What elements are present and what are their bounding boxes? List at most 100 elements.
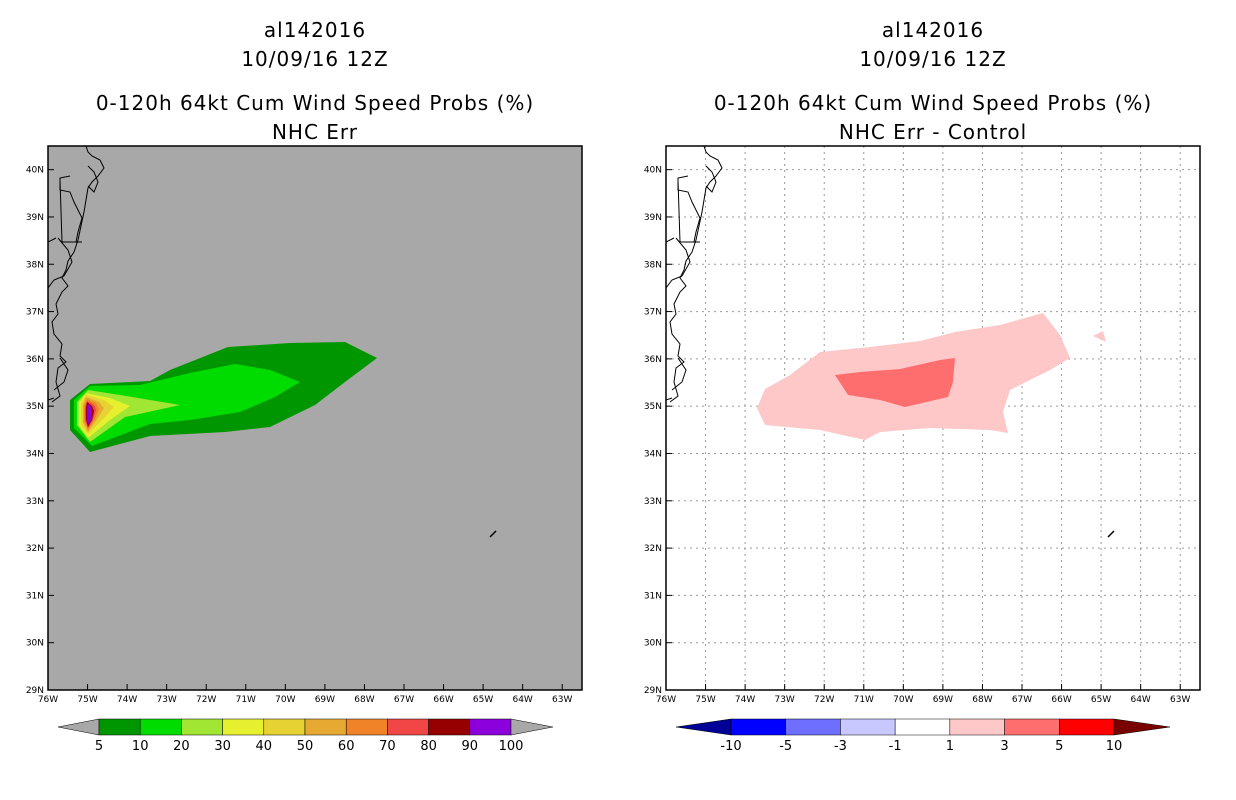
colorbar-label: -3: [834, 739, 847, 754]
colorbar-swatch: [263, 718, 306, 736]
panel-subtitle: NHC Err: [271, 120, 359, 144]
lon-tick-label: 65W: [1091, 695, 1111, 705]
colorbar-swatch: [181, 718, 223, 736]
coastline-segment: [666, 397, 673, 401]
coastline-segment: [48, 397, 55, 401]
lat-tick-label: 33N: [26, 497, 44, 507]
left-map-frame: [47, 145, 583, 691]
colorbar-swatch: [139, 718, 182, 736]
lon-tick-label: 67W: [1012, 695, 1032, 705]
colorbar-label: 20: [173, 739, 190, 754]
storm-id-label: al142016: [263, 18, 367, 42]
lat-tick-label: 40N: [26, 166, 44, 176]
coastline-segment: [87, 165, 99, 193]
coastline: [48, 146, 497, 538]
lat-tick-label: 31N: [644, 591, 662, 601]
colorbar-high-arrow: [510, 718, 554, 736]
colorbar-swatch: [345, 718, 388, 736]
lon-tick-label: 73W: [156, 695, 176, 705]
lat-tick-label: 34N: [26, 449, 44, 459]
lon-tick-label: 72W: [196, 695, 216, 705]
colorbar-label: 5: [1055, 739, 1063, 754]
lon-tick-label: 76W: [656, 695, 676, 705]
lat-tick-label: 38N: [644, 260, 662, 270]
colorbar-swatch: [387, 718, 429, 736]
lon-tick-label: 70W: [275, 695, 295, 705]
contour-10-20: [74, 364, 300, 446]
lon-tick-label: 64W: [1130, 695, 1150, 705]
lon-tick-label: 66W: [1051, 695, 1071, 705]
lat-tick-label: 35N: [26, 402, 44, 412]
colorbar-low-arrow: [675, 718, 732, 736]
coastline-segment: [669, 146, 723, 403]
colorbar-swatch: [98, 718, 141, 736]
product-title: 0-120h 64kt Cum Wind Speed Probs (%): [95, 91, 535, 115]
lat-tick-label: 36N: [26, 355, 44, 365]
bermuda-island: [1107, 530, 1115, 538]
colorbar-label: 80: [420, 739, 437, 754]
colorbar-label: 10: [1106, 739, 1123, 754]
lon-tick-label: 74W: [735, 695, 755, 705]
lon-tick-label: 76W: [38, 695, 58, 705]
colorbar-label: 40: [256, 739, 273, 754]
colorbar-label: 50: [297, 739, 314, 754]
right-colorbar: -10 -5 -3 -1 1 3 5 10: [675, 718, 1171, 754]
colorbar-swatch: [1004, 718, 1060, 736]
colorbar-label: 5: [95, 739, 103, 754]
lat-tick-label: 38N: [26, 260, 44, 270]
lon-tick-label: 67W: [394, 695, 414, 705]
lat-tick-label: 33N: [644, 497, 662, 507]
contour-90-100: [87, 404, 92, 425]
colorbar-swatch: [840, 718, 896, 736]
right-axis-ticks: 76W 75W 74W 73W 72W 71W 70W 69W 68W 67W 66W 65W 64W 6…: [644, 166, 1191, 705]
lat-tick-label: 39N: [644, 213, 662, 223]
lat-tick-label: 37N: [644, 308, 662, 318]
colorbar-label: -10: [720, 739, 741, 754]
diff-contour-1-3-islet: [1093, 331, 1106, 342]
colorbar-label: -1: [889, 739, 902, 754]
probability-contours: [48, 146, 497, 538]
lon-tick-label: 73W: [774, 695, 794, 705]
lon-tick-label: 69W: [933, 695, 953, 705]
left-map-panel: 76W 75W 74W 73W 72W 71W 70W 69W 68W 67W 66W 65W 64W 6…: [26, 145, 583, 705]
colorbar-label: 3: [1000, 739, 1008, 754]
lon-tick-label: 64W: [512, 695, 532, 705]
colorbar-label: -5: [779, 739, 792, 754]
right-panel-title-block: al142016 10/09/16 12Z 0-120h 64kt Cum Wi…: [666, 16, 1200, 147]
lat-tick-label: 32N: [26, 544, 44, 554]
coastline-segment: [53, 357, 69, 391]
colorbar-label: 1: [946, 739, 954, 754]
colorbar-swatch: [469, 718, 512, 736]
datetime-label: 10/09/16 12Z: [859, 47, 1007, 71]
coastline-segment: [59, 179, 82, 243]
lon-tick-label: 70W: [893, 695, 913, 705]
colorbar-label: 10: [132, 739, 149, 754]
colorbar-label: 90: [462, 739, 479, 754]
diff-contour-3-5: [835, 358, 955, 407]
lat-tick-label: 31N: [26, 591, 44, 601]
left-panel-title-block: al142016 10/09/16 12Z 0-120h 64kt Cum Wi…: [48, 16, 582, 147]
coastline-segment: [671, 357, 687, 391]
coastline-segment: [666, 237, 675, 243]
lat-tick-label: 40N: [644, 166, 662, 176]
datetime-label: 10/09/16 12Z: [241, 47, 389, 71]
colorbar-swatch: [894, 718, 951, 736]
lat-tick-label: 34N: [644, 449, 662, 459]
bermuda-island: [489, 530, 497, 538]
left-colorbar: 5 10 20 30 40 50 60 70 80 90 100: [57, 718, 554, 754]
colorbar-swatch: [949, 718, 1005, 736]
difference-contours: [666, 146, 1115, 538]
lat-tick-label: 29N: [26, 686, 44, 696]
lat-tick-label: 39N: [26, 213, 44, 223]
colorbar-low-arrow: [57, 718, 100, 736]
colorbar-swatch: [730, 718, 786, 736]
lon-tick-label: 75W: [695, 695, 715, 705]
panel-subtitle: NHC Err - Control: [838, 120, 1028, 144]
lat-tick-label: 29N: [644, 686, 662, 696]
lon-tick-label: 72W: [814, 695, 834, 705]
storm-id-label: al142016: [881, 18, 985, 42]
coastline-segment: [705, 165, 717, 193]
product-title: 0-120h 64kt Cum Wind Speed Probs (%): [713, 91, 1153, 115]
left-axis-ticks: 76W 75W 74W 73W 72W 71W 70W 69W 68W 67W 66W 65W 64W 6…: [26, 166, 573, 705]
lon-tick-label: 65W: [473, 695, 493, 705]
